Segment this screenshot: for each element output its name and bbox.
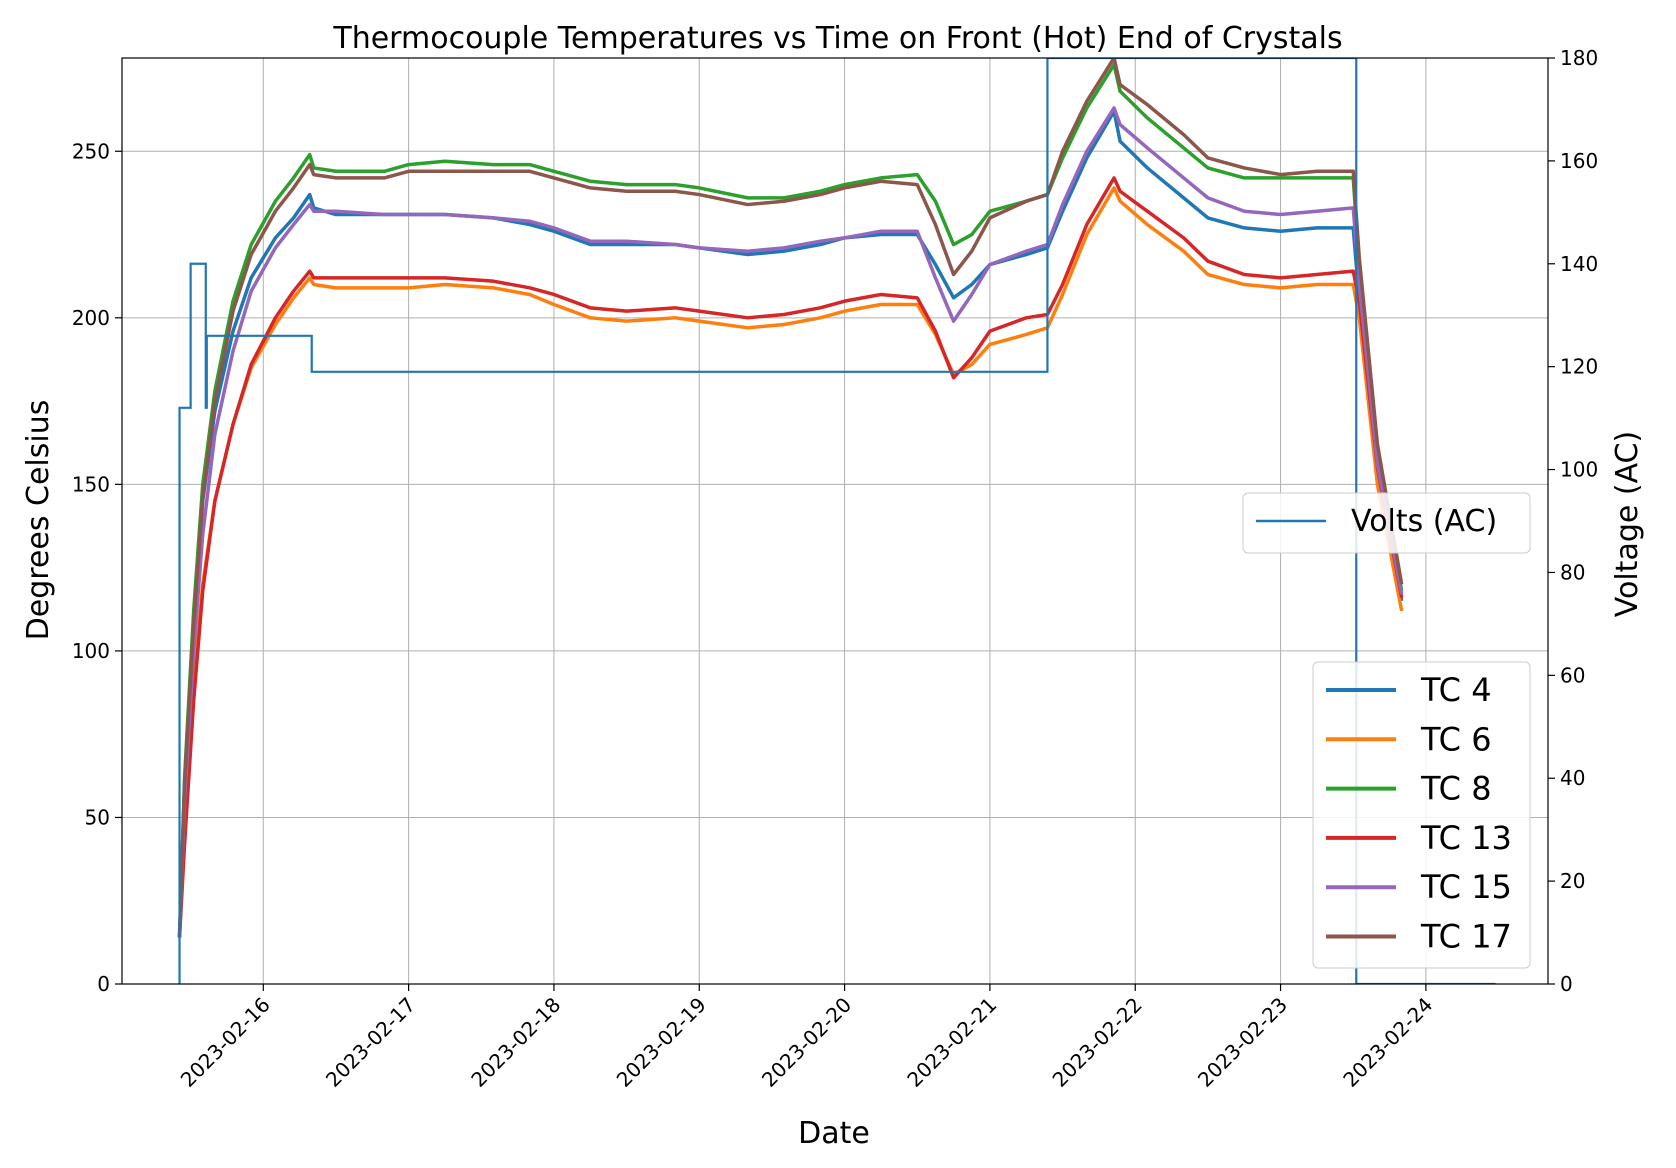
y2-tick-label: 60 (1560, 663, 1585, 687)
y2-tick-label: 20 (1560, 869, 1585, 893)
legend-voltage-box (1242, 492, 1531, 554)
y2-tick-label: 100 (1560, 458, 1598, 482)
series-line-tc-6 (177, 186, 1404, 931)
legend-label: TC 17 (1420, 918, 1512, 956)
series-line-tc-8 (177, 62, 1404, 938)
legend-label: TC 6 (1420, 720, 1492, 758)
y2-tick-label: 0 (1560, 972, 1573, 996)
legend-label: TC 8 (1420, 770, 1492, 808)
y-axis-label: Degrees Celsius (21, 400, 56, 641)
y-tick-label: 0 (97, 972, 110, 996)
legend-label: Volts (AC) (1351, 504, 1497, 539)
y-tick-label: 100 (72, 639, 110, 663)
y2-tick-label: 140 (1560, 252, 1598, 276)
y2-tick-label: 40 (1560, 766, 1585, 790)
series-line-tc-4 (177, 109, 1404, 938)
series-line-tc-17 (177, 58, 1404, 938)
y-tick-label: 250 (72, 139, 110, 163)
chart-title: Thermocouple Temperatures vs Time on Fro… (332, 21, 1342, 56)
series-layer (177, 58, 1496, 984)
x-axis-label: Date (798, 1116, 870, 1151)
legend-label: TC 15 (1420, 868, 1512, 906)
y2-tick-label: 120 (1560, 355, 1598, 379)
y2-tick-label: 80 (1560, 560, 1585, 584)
series-line-tc-13 (177, 176, 1404, 938)
y2-tick-label: 160 (1560, 149, 1598, 173)
plot-frame (121, 57, 1549, 985)
y-tick-label: 200 (72, 306, 110, 330)
y-tick-label: 150 (72, 472, 110, 496)
series-line-volts (178, 58, 1496, 984)
y2-axis-label: Voltage (AC) (1610, 431, 1645, 617)
series-line-tc-15 (177, 106, 1404, 938)
legend-label: TC 4 (1420, 671, 1492, 709)
y2-tick-label: 180 (1560, 46, 1598, 70)
y-tick-label: 50 (85, 805, 110, 829)
legends: Volts (AC) TC 4 TC 6 TC 8 TC 13 TC 15 TC 17 (1242, 492, 1531, 969)
legend-label: TC 13 (1420, 819, 1512, 857)
